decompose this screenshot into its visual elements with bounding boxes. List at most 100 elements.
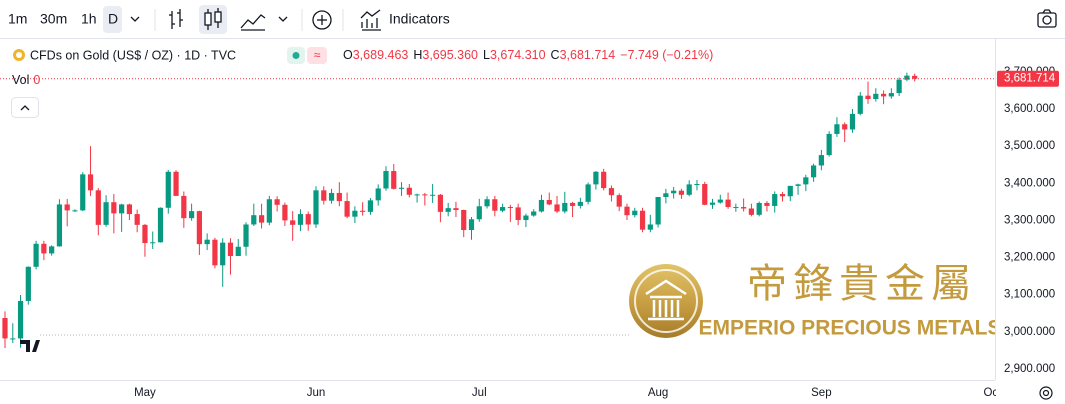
indicators-button[interactable]: Indicators	[389, 11, 450, 27]
candle-body	[189, 211, 195, 219]
candle-body	[196, 211, 202, 245]
candle-body	[313, 190, 319, 225]
ohlc-value: 3,681.714	[560, 48, 616, 62]
plot-area	[0, 72, 995, 349]
candle-body	[367, 200, 374, 212]
candle-body	[41, 243, 47, 254]
candle-body	[492, 199, 498, 211]
candle-body	[142, 224, 148, 244]
candle-body	[733, 207, 739, 209]
price-axis: 3,700.0003,600.0003,500.0003,400.0003,30…	[997, 66, 1059, 375]
collapse-icon	[20, 105, 30, 111]
candle-body	[554, 204, 560, 212]
x-tick-label: Jun	[307, 387, 326, 399]
candle-body	[80, 174, 86, 211]
price-axis-bg	[995, 39, 1065, 404]
tv-logo-mark	[20, 340, 40, 352]
candle-body	[414, 194, 420, 196]
candle-body	[585, 184, 591, 202]
candle-body	[772, 194, 778, 206]
interval-button[interactable]: 1m	[8, 11, 27, 27]
candle-body	[857, 95, 863, 114]
snapshot-button[interactable]	[1037, 9, 1057, 28]
candle-body	[243, 224, 249, 247]
compare-button[interactable]	[312, 10, 332, 30]
candle-body	[826, 133, 832, 156]
candle-body	[282, 204, 288, 221]
x-tick-label: May	[134, 387, 156, 399]
candle-body	[803, 177, 809, 185]
candle-body	[577, 201, 583, 206]
ohlc-key: L	[483, 48, 490, 62]
candle-body	[702, 184, 708, 205]
candle-body	[173, 171, 179, 196]
candle-body	[258, 215, 265, 223]
candle-body	[888, 93, 894, 97]
watermark: 帝鋒貴金屬 EMPERIO PRECIOUS METALS	[629, 261, 1001, 340]
candle-body	[756, 202, 762, 215]
candle-body	[360, 210, 366, 212]
ohlc-key: C	[551, 48, 560, 62]
interval-button[interactable]: D	[108, 11, 118, 27]
candle-body	[383, 171, 389, 189]
candle-body	[17, 300, 24, 339]
volume-label: Vol	[12, 73, 29, 87]
candle-body	[523, 215, 529, 221]
collapse-button[interactable]	[11, 97, 39, 118]
candle-body	[64, 204, 70, 211]
interval-button[interactable]: 1h	[81, 11, 97, 27]
candle-body	[601, 171, 607, 189]
y-tick-label: 3,500.000	[1004, 140, 1055, 152]
y-tick-label: 3,200.000	[1004, 252, 1055, 264]
candle-body	[445, 208, 451, 212]
candle-body	[842, 124, 848, 130]
settings-button[interactable]	[1039, 386, 1053, 400]
candle-body	[321, 190, 327, 201]
candles-style-button[interactable]	[204, 8, 222, 30]
interval-button[interactable]: 30m	[40, 11, 67, 27]
interval-selected-bg	[103, 6, 122, 33]
candle-body	[103, 202, 109, 225]
candle-body	[33, 243, 39, 267]
candle-body	[562, 202, 568, 212]
candle-body	[430, 194, 436, 196]
candle-body	[624, 206, 630, 216]
time-axis: May Jun Jul Aug Sep Oct	[134, 387, 1002, 399]
candle-body	[181, 195, 187, 219]
y-tick-label: 3,100.000	[1004, 289, 1055, 301]
candle-body	[150, 242, 156, 244]
area-style-button[interactable]	[240, 14, 266, 31]
candle-body	[663, 193, 669, 198]
candle-body	[787, 185, 793, 197]
candle-body	[741, 207, 747, 209]
candle-body	[134, 214, 140, 225]
candle-body	[865, 95, 871, 100]
candle-body	[671, 190, 677, 194]
candle-body	[912, 75, 918, 79]
indicators-icon[interactable]	[360, 9, 381, 31]
ohlc-value: 3,674.310	[490, 48, 546, 62]
candle-body	[274, 199, 280, 205]
candle-body	[811, 165, 817, 178]
candle-body	[608, 188, 615, 196]
candle-body	[391, 171, 397, 189]
candle-body	[375, 188, 381, 201]
x-tick-label: Sep	[811, 387, 831, 399]
y-tick-label: 3,400.000	[1004, 177, 1055, 189]
candle-body	[632, 210, 638, 216]
bars-style-button[interactable]	[169, 9, 183, 29]
data-status[interactable]	[307, 47, 327, 64]
interval-dropdown[interactable]	[130, 16, 140, 22]
legend: CFDs on Gold (US$ / OZ) · 1D · TVC ≈ O3,…	[11, 47, 713, 118]
candle-body	[538, 199, 545, 212]
style-dropdown[interactable]	[278, 16, 288, 22]
candle-body	[10, 338, 16, 340]
candle-body	[56, 204, 63, 247]
candle-body	[678, 190, 685, 195]
ohlc-value: 3,689.463	[353, 48, 409, 62]
candle-body	[709, 202, 716, 205]
volume-value: 0	[33, 73, 40, 87]
candle-body	[328, 192, 335, 201]
candle-body	[694, 184, 700, 186]
